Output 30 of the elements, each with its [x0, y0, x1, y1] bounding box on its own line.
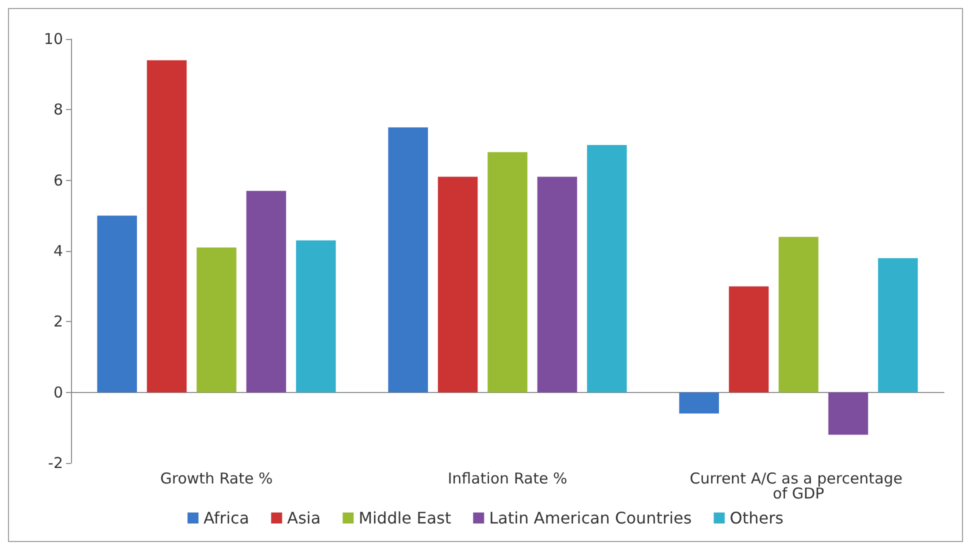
- legend-label: Others: [730, 508, 784, 528]
- bar: [146, 60, 187, 392]
- y-tick-label: 2: [53, 312, 63, 331]
- bar: [728, 286, 769, 392]
- bar: [246, 190, 286, 392]
- y-tick-label: 6: [53, 171, 63, 190]
- bar: [828, 392, 868, 435]
- bar: [97, 216, 137, 392]
- y-tick-label: 4: [53, 242, 63, 260]
- bar: [679, 392, 719, 414]
- x-tick-label: Inflation Rate %: [448, 470, 568, 488]
- bar: [438, 176, 478, 392]
- legend-label: Asia: [287, 508, 321, 528]
- y-tick-label: 10: [44, 30, 63, 48]
- bar: [488, 152, 528, 392]
- bar: [196, 247, 236, 392]
- legend-label: Middle East: [358, 508, 452, 528]
- bar: [587, 145, 627, 392]
- legend-label: Latin American Countries: [489, 508, 692, 528]
- bar: [537, 176, 578, 392]
- y-tick-label: 8: [53, 100, 63, 119]
- x-tick-label: Current A/C as a percentage of GDP: [690, 470, 908, 502]
- bar: [388, 127, 428, 392]
- bar: [878, 258, 918, 392]
- x-tick-label: Growth Rate %: [160, 470, 273, 488]
- y-tick-label: 0: [53, 383, 63, 402]
- bar: [778, 236, 818, 392]
- bar: [296, 240, 336, 392]
- y-tick-label: -2: [48, 454, 63, 472]
- legend-label: Africa: [204, 508, 250, 528]
